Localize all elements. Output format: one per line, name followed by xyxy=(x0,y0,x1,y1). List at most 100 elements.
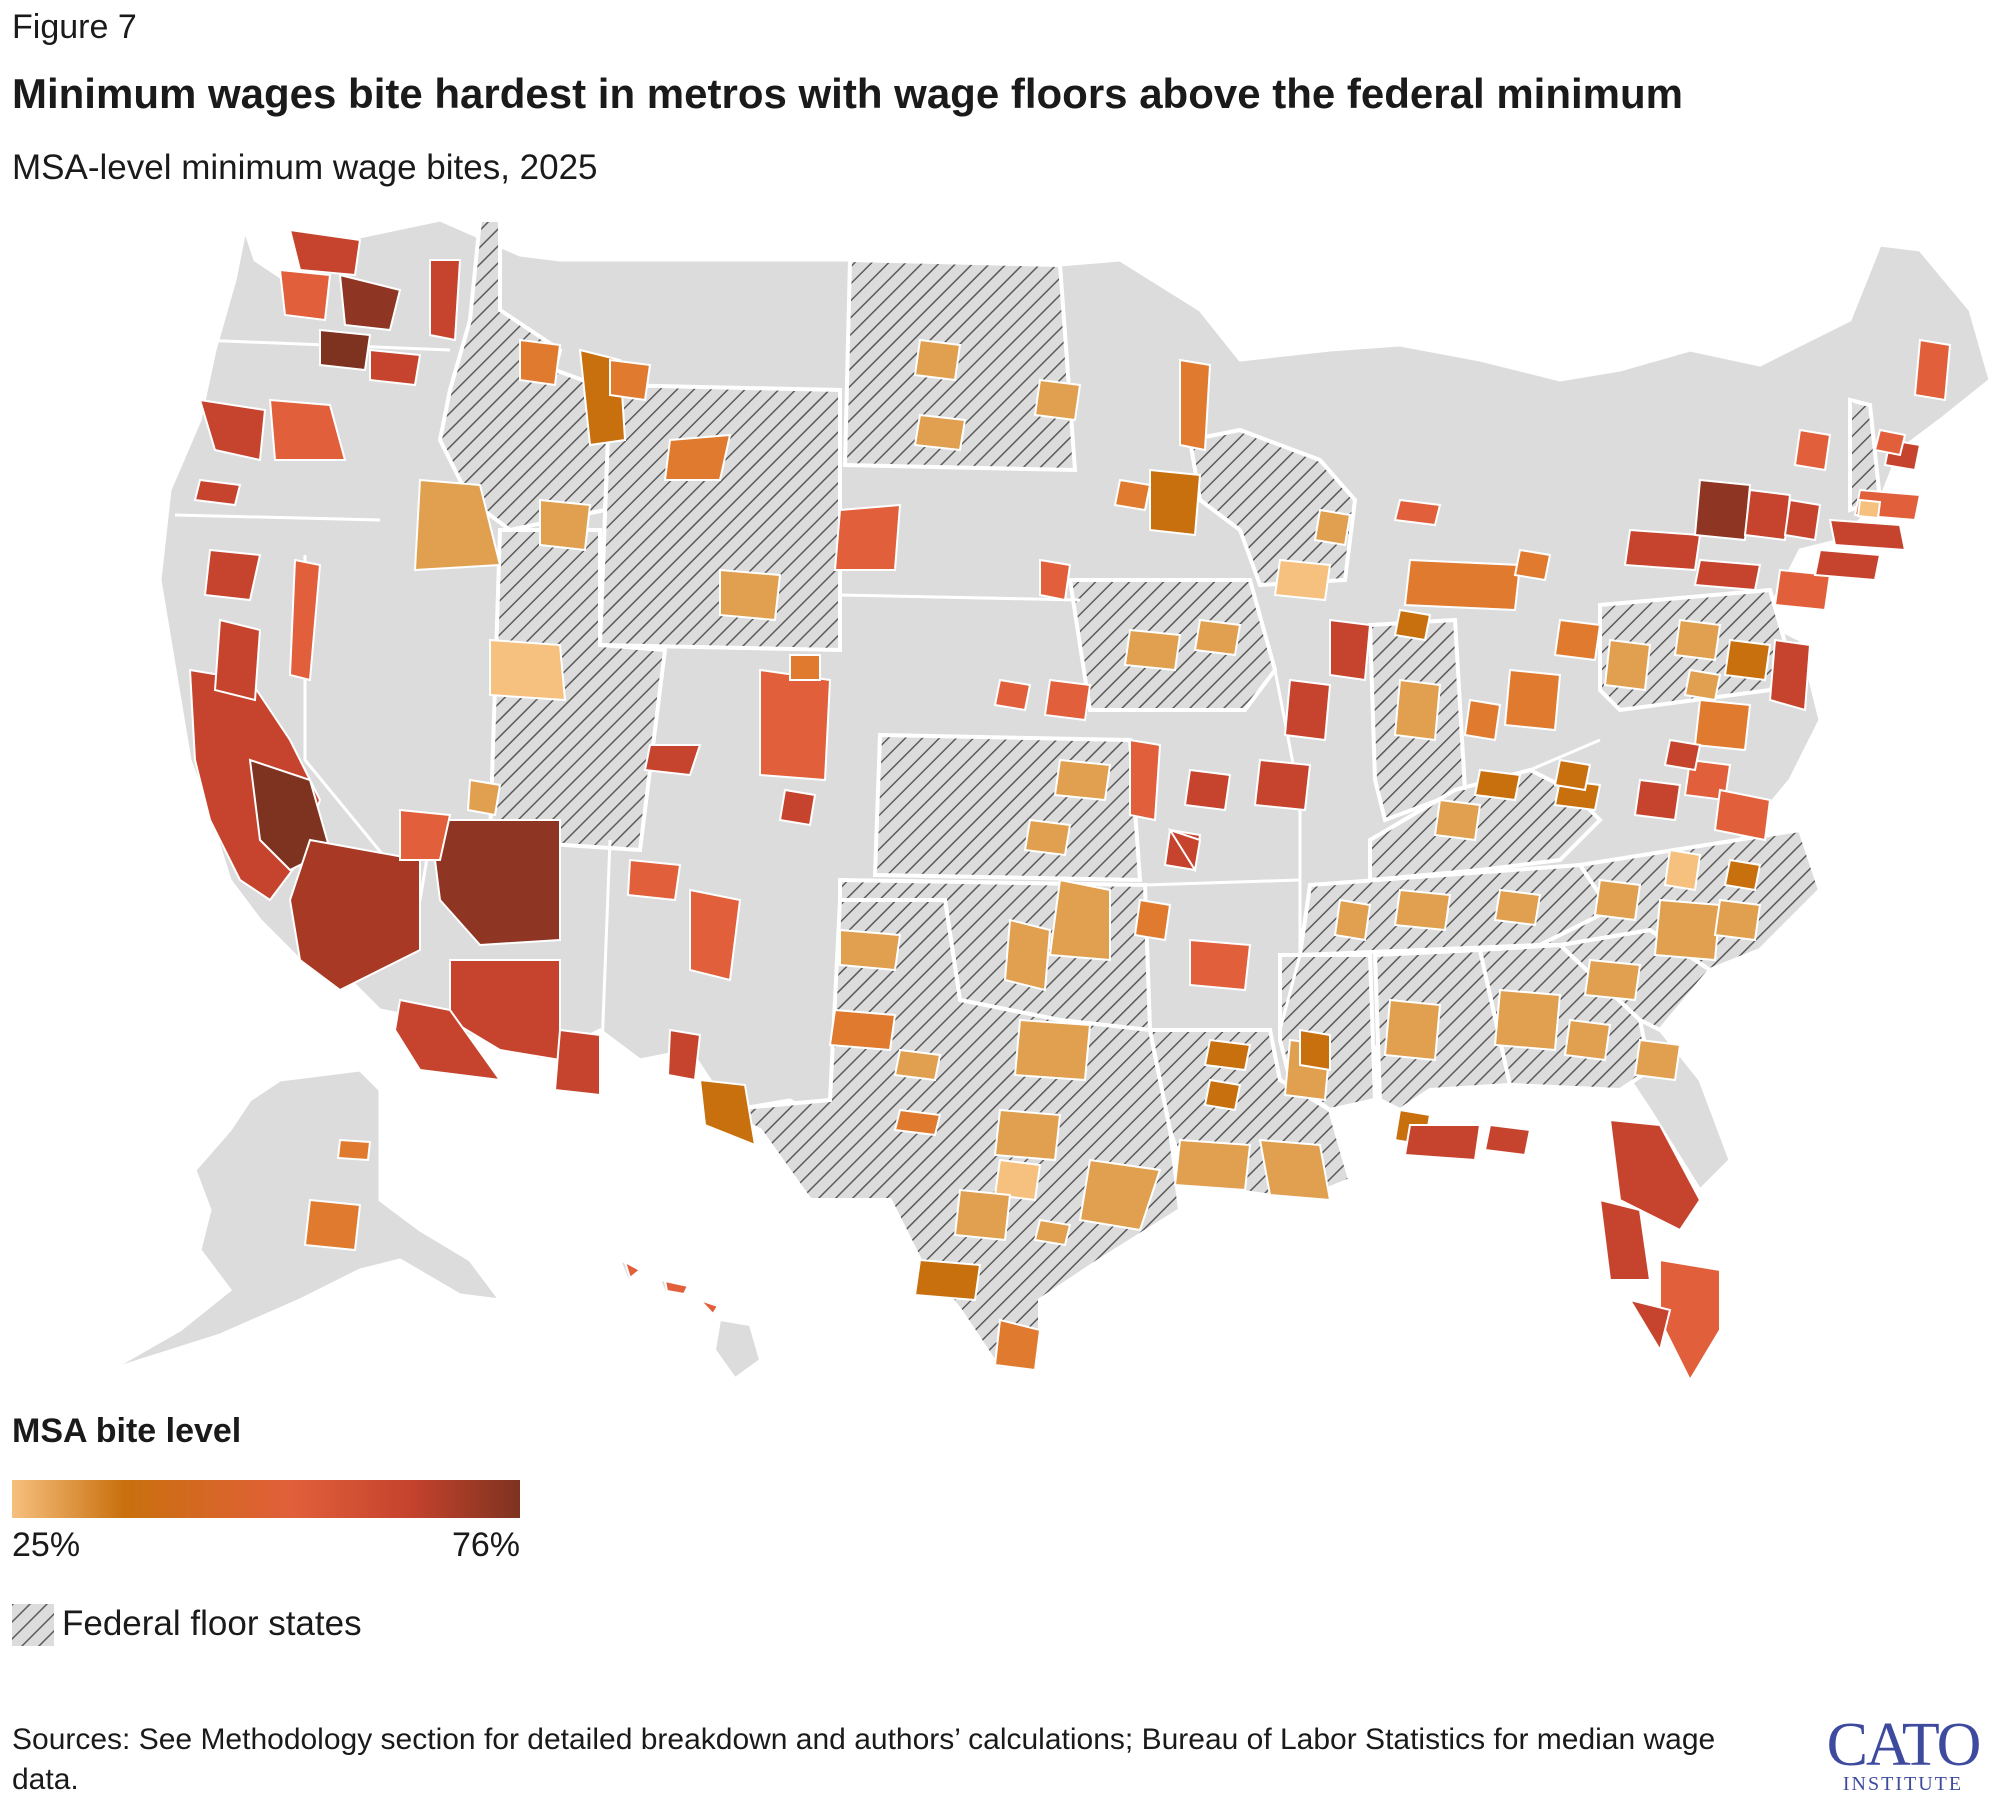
us-msa-map xyxy=(109,218,1992,1383)
msa-region xyxy=(1133,898,1172,942)
border-ny-pa xyxy=(1599,588,1771,607)
msa-region xyxy=(1856,498,1882,520)
msa-region xyxy=(338,273,402,332)
msa-region xyxy=(1593,878,1642,922)
msa-region xyxy=(1203,1038,1252,1072)
msa-region xyxy=(1553,618,1602,662)
msa-region xyxy=(1483,1123,1532,1157)
msa-region xyxy=(1333,898,1372,942)
legend-min-label: 25% xyxy=(12,1526,81,1564)
msa-region xyxy=(698,1078,757,1147)
msa-region xyxy=(1493,888,1542,927)
wisconsin-hatch xyxy=(1187,427,1358,588)
msa-region xyxy=(268,398,347,461)
msa-region xyxy=(623,1259,642,1280)
msa-region xyxy=(1873,428,1907,457)
msa-region xyxy=(1039,558,1072,602)
border-sd-ne xyxy=(839,593,1081,602)
msa-region xyxy=(609,358,652,402)
msa-region xyxy=(1403,1124,1482,1162)
msa-region xyxy=(893,1048,942,1082)
msa-region xyxy=(1393,498,1442,527)
msa-region xyxy=(429,259,462,342)
msa-region xyxy=(1123,628,1182,672)
msa-region xyxy=(663,1279,690,1296)
msa-region xyxy=(1189,938,1252,992)
msa-region xyxy=(893,1108,942,1137)
msa-region xyxy=(428,819,561,947)
msa-region xyxy=(719,568,782,622)
msa-region xyxy=(1273,558,1332,602)
msa-region xyxy=(1033,1218,1072,1247)
msa-region xyxy=(1723,638,1772,682)
msa-region xyxy=(1053,758,1112,802)
msa-region xyxy=(1403,558,1522,612)
msa-region xyxy=(213,618,262,702)
msa-region xyxy=(1393,888,1452,932)
kansas-hatch xyxy=(872,732,1143,883)
msa-region xyxy=(1633,1038,1682,1082)
msa-region xyxy=(1693,698,1752,752)
msa-region xyxy=(1663,738,1702,772)
msa-region xyxy=(626,858,682,902)
msa-region xyxy=(288,228,362,277)
msa-region xyxy=(1723,858,1762,892)
border-or-ca xyxy=(174,513,381,522)
msa-region xyxy=(689,888,742,982)
hawaii xyxy=(618,1257,762,1380)
msa-region xyxy=(393,998,503,1082)
msa-region xyxy=(953,1188,1012,1242)
msa-region xyxy=(1653,898,1722,962)
msa-region xyxy=(1173,1138,1252,1192)
msa-region xyxy=(1768,638,1812,712)
msa-region xyxy=(1773,568,1832,612)
msa-region xyxy=(413,478,502,572)
msa-region xyxy=(1813,548,1882,582)
msa-region xyxy=(539,498,592,552)
msa-region xyxy=(699,1299,720,1316)
msa-region xyxy=(1713,788,1772,842)
msa-region xyxy=(1033,378,1082,422)
msa-region xyxy=(1659,1258,1721,1383)
border-mo-ar xyxy=(1144,878,1301,887)
federal-floor-hatch-swatch xyxy=(12,1604,54,1646)
msa-region xyxy=(839,928,902,972)
msa-region xyxy=(1003,918,1052,992)
msa-region xyxy=(1193,618,1242,657)
msa-region xyxy=(1383,998,1442,1062)
msa-region xyxy=(1253,758,1312,812)
sources-note: Sources: See Methodology section for det… xyxy=(12,1723,1716,1796)
msa-region xyxy=(319,328,372,372)
msa-region xyxy=(1258,1138,1332,1202)
legend-max-label: 76% xyxy=(451,1526,520,1564)
msa-region xyxy=(913,338,962,382)
msa-region xyxy=(519,338,562,387)
msa-region xyxy=(203,548,262,602)
msa-regions-layer xyxy=(188,228,1952,1383)
logo-subtext: INSTITUTE xyxy=(1842,1773,1964,1795)
msa-region xyxy=(193,478,242,507)
msa-region xyxy=(288,558,322,682)
legend-color-ramp xyxy=(12,1480,520,1518)
msa-region xyxy=(1078,1158,1162,1232)
msa-region xyxy=(1693,478,1752,542)
msa-region xyxy=(1043,678,1092,722)
msa-region xyxy=(789,654,821,681)
msa-region xyxy=(1393,608,1432,642)
msa-region xyxy=(993,678,1032,712)
msa-region xyxy=(913,1258,982,1302)
border-az-nm xyxy=(598,839,612,1101)
msa-region xyxy=(1283,678,1332,742)
msa-region xyxy=(993,1108,1062,1162)
msa-region xyxy=(278,268,332,322)
border-oh-in xyxy=(1453,619,1467,791)
msa-region xyxy=(1433,798,1482,842)
msa-region xyxy=(1393,678,1442,742)
msa-region xyxy=(1113,478,1152,512)
msa-region xyxy=(1828,518,1907,552)
msa-region xyxy=(399,808,452,861)
msa-region xyxy=(913,413,967,452)
border-ne-ks xyxy=(879,733,1131,742)
msa-region xyxy=(778,788,817,827)
chart-title: Minimum wages bite hardest in metros wit… xyxy=(12,70,1683,117)
